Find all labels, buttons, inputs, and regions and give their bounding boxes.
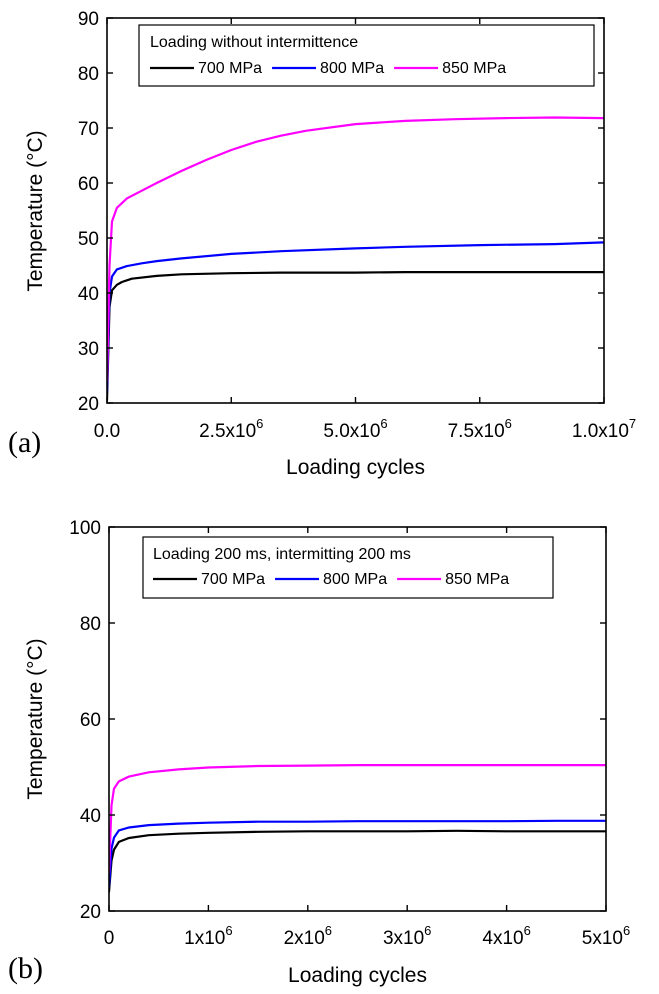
series-group (109, 763, 606, 893)
series-group (107, 116, 604, 402)
x-tick-label: 7.5x106 (448, 416, 512, 442)
series-line-700-mpa (109, 829, 606, 893)
y-tick-label: 30 (78, 339, 99, 360)
series-line-700-mpa (107, 271, 604, 402)
y-axis-title: Temperature (°C) (24, 638, 47, 799)
x-tick-mantissa: 0 (104, 928, 115, 949)
x-tick-exponent: 6 (524, 923, 531, 938)
x-tick-label: 5x106 (582, 923, 630, 949)
legend: Loading without intermittence 700 MPa 800 … (138, 24, 595, 87)
legend-box (138, 24, 595, 87)
x-tick-exponent: 7 (629, 416, 636, 431)
panel-label: (a) (8, 426, 41, 459)
x-axis-title: Loading cycles (286, 456, 425, 479)
x-tick-exponent: 6 (225, 923, 232, 938)
y-tick-label: 90 (78, 9, 99, 30)
x-tick-label: 4x106 (482, 923, 530, 949)
x-tick-exponent: 6 (380, 416, 387, 431)
x-tick-label: 2.5x106 (199, 416, 263, 442)
legend-box (142, 536, 554, 599)
y-tick-label: 80 (80, 614, 101, 635)
x-tick-label: 0.0 (94, 421, 120, 442)
x-tick-exponent: 6 (623, 923, 630, 938)
series-line-850-mpa (107, 116, 604, 383)
legend-title: Loading without intermittence (150, 34, 358, 51)
x-tick-label: 3x106 (383, 923, 431, 949)
legend-entry: 850 MPa (445, 571, 509, 588)
x-tick-mantissa: 0.0 (94, 421, 120, 442)
x-tick-exponent: 6 (505, 416, 512, 431)
y-tick-label: 20 (80, 902, 101, 923)
series-line-800-mpa (109, 819, 606, 889)
legend: Loading 200 ms, intermitting 200 ms 700 M… (142, 536, 554, 599)
x-tick-label: 1.0x107 (572, 416, 636, 442)
legend-entry: 700 MPa (198, 60, 262, 77)
x-tick-label: 0 (104, 928, 115, 949)
y-tick-label: 20 (78, 394, 99, 415)
legend-title: Loading 200 ms, intermitting 200 ms (153, 546, 411, 563)
series-line-850-mpa (109, 763, 606, 874)
x-tick-mantissa: 5x10 (582, 928, 623, 949)
y-tick-label: 60 (78, 174, 99, 195)
y-tick-label: 40 (78, 284, 99, 305)
x-tick-label: 1x106 (184, 923, 232, 949)
y-tick-label: 60 (80, 710, 101, 731)
x-tick-mantissa: 4x10 (482, 928, 523, 949)
legend-entry: 700 MPa (201, 571, 265, 588)
x-tick-exponent: 6 (256, 416, 263, 431)
x-tick-label: 2x106 (284, 923, 332, 949)
x-tick-mantissa: 1.0x10 (572, 421, 629, 442)
x-tick-exponent: 6 (424, 923, 431, 938)
y-tick-label: 40 (80, 806, 101, 827)
y-tick-label: 70 (78, 119, 99, 140)
x-tick-mantissa: 5.0x10 (323, 421, 380, 442)
y-tick-label: 50 (78, 229, 99, 250)
series-line-800-mpa (107, 241, 604, 394)
legend-entry: 800 MPa (320, 60, 384, 77)
y-axis-title: Temperature (°C) (24, 130, 47, 291)
legend-entry: 850 MPa (442, 60, 506, 77)
legend-entry: 800 MPa (323, 571, 387, 588)
x-tick-mantissa: 2x10 (284, 928, 325, 949)
y-tick-label: 100 (69, 518, 101, 539)
x-axis-title: Loading cycles (288, 964, 427, 987)
x-tick-exponent: 6 (325, 923, 332, 938)
y-tick-label: 80 (78, 64, 99, 85)
x-tick-mantissa: 1x10 (184, 928, 225, 949)
x-tick-mantissa: 7.5x10 (448, 421, 505, 442)
x-tick-mantissa: 3x10 (383, 928, 424, 949)
x-tick-mantissa: 2.5x10 (199, 421, 256, 442)
x-tick-label: 5.0x106 (323, 416, 387, 442)
panel-label: (b) (8, 952, 43, 985)
